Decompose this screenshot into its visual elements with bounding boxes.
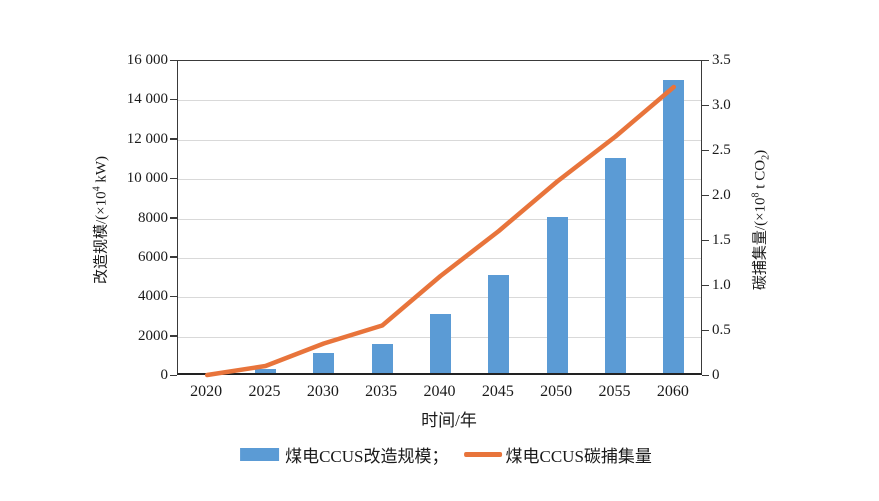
x-axis-tick-label: 2020 — [190, 383, 223, 400]
right-axis-tick — [702, 149, 709, 151]
left-axis-tick — [170, 177, 177, 180]
right-axis-tick-label: 3.5 — [712, 52, 731, 68]
right-axis-tick — [702, 194, 709, 196]
left-axis-tick — [170, 374, 177, 376]
bar-2035 — [371, 343, 393, 373]
plot-area — [177, 60, 702, 378]
left-axis-tick-label: 4000 — [138, 288, 168, 305]
right-axis-tick-label: 2.0 — [712, 187, 731, 203]
right-axis-tick-label: 0 — [712, 367, 720, 383]
right-axis-tick — [702, 284, 709, 286]
bar-2045 — [488, 275, 510, 373]
line-series-swatch-icon — [464, 452, 503, 457]
left-axis-tick — [170, 59, 177, 61]
bar-2055 — [605, 157, 626, 373]
left-axis-tick-label: 0 — [160, 367, 169, 383]
legend-item-retrofit-scale: 煤电CCUS改造规模； — [240, 442, 449, 467]
left-axis-tick-label: 12 000 — [126, 130, 168, 147]
line-series-path — [204, 84, 677, 378]
left-axis-tick — [170, 138, 177, 140]
bar-2050 — [546, 216, 568, 373]
right-axis-tick — [702, 329, 709, 331]
left-axis-tick-label: 2000 — [138, 327, 168, 344]
right-axis-tick — [702, 374, 709, 376]
x-axis-tick-label: 2060 — [656, 383, 689, 400]
x-axis-tick-label: 2025 — [248, 383, 281, 400]
legend-label-retrofit-scale: 煤电CCUS改造规模； — [285, 447, 449, 466]
left-axis-title-text: 改造规模/(×10 — [93, 191, 110, 285]
right-axis-title: 碳捕集量/(×108 t CO2) — [749, 150, 772, 290]
x-axis-tick-label: 2045 — [481, 383, 514, 400]
gridline — [178, 257, 701, 259]
line-series — [204, 84, 677, 378]
bar-2030 — [313, 353, 335, 373]
right-axis-tick-label: 0.5 — [712, 322, 731, 338]
right-axis-tick — [702, 59, 709, 61]
x-axis-tick-label: 2055 — [598, 383, 631, 400]
left-axis-tick — [170, 98, 177, 101]
right-axis-tick — [702, 104, 709, 106]
left-axis-tick-label: 16 000 — [126, 52, 168, 68]
left-axis-title-superscript: 4 — [91, 186, 103, 192]
x-axis-tick-label: 2040 — [423, 383, 456, 400]
right-axis-title-subscript: 2 — [760, 154, 772, 160]
right-axis-tick-label: 1.5 — [712, 232, 731, 248]
left-axis-tick — [170, 217, 177, 219]
bar-2040 — [430, 314, 451, 373]
x-axis-tick-label: 2030 — [306, 383, 339, 400]
left-axis-tick — [170, 256, 177, 258]
gridline — [178, 139, 701, 141]
left-axis-tick — [170, 335, 177, 337]
right-axis-tick-label: 1.0 — [712, 277, 731, 293]
left-axis-tick-label: 10 000 — [126, 170, 168, 187]
x-axis-tick-label: 2050 — [540, 383, 573, 400]
left-axis-tick-label: 6000 — [138, 248, 168, 265]
right-axis-tick-label: 2.5 — [712, 142, 731, 158]
left-axis-tick — [170, 295, 177, 298]
bar-2025 — [255, 369, 276, 373]
x-axis-title: 时间/年 — [421, 411, 477, 430]
right-axis-tick — [702, 239, 709, 241]
gridline — [178, 218, 701, 220]
legend: 煤电CCUS改造规模； 煤电CCUS碳捕集量 — [240, 442, 652, 467]
gridline — [178, 179, 701, 181]
left-axis-tick-label: 8000 — [138, 209, 168, 226]
gridline — [178, 100, 701, 102]
bar-2060 — [663, 79, 685, 373]
legend-item-carbon-capture: 煤电CCUS碳捕集量 — [464, 442, 652, 467]
left-axis-tick-label: 14 000 — [126, 91, 168, 108]
legend-label-carbon-capture: 煤电CCUS碳捕集量 — [505, 447, 652, 466]
x-axis-tick-label: 2035 — [365, 383, 398, 400]
right-axis-tick-label: 3.0 — [712, 97, 731, 113]
gridline — [178, 297, 701, 299]
bar-series-swatch-icon — [240, 448, 280, 461]
